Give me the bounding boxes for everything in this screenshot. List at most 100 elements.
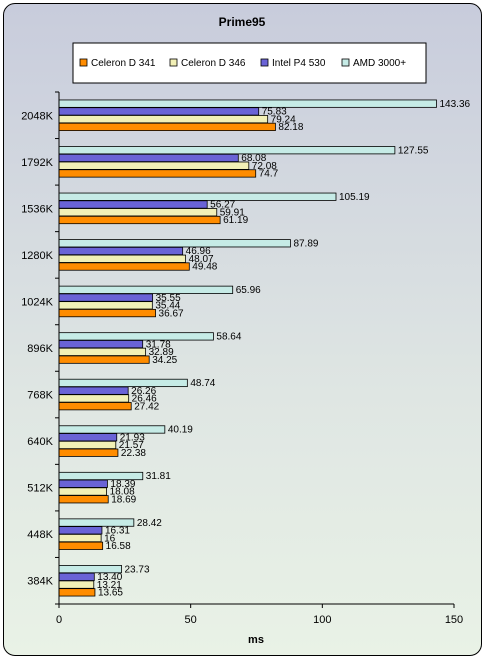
y-tick-label-1792K: 1792K xyxy=(21,157,53,169)
bar-448K-series-1 xyxy=(58,533,102,543)
bar-1280K-series-0 xyxy=(58,262,190,271)
bar-1024K-series-2 xyxy=(58,293,154,302)
bar-1280K-series-1 xyxy=(58,254,186,263)
bar-512K-series-0 xyxy=(58,495,109,504)
data-label-2048K-series-3: 143.36 xyxy=(440,99,471,110)
data-label-2048K-series-1: 79.24 xyxy=(271,114,296,125)
data-label-384K-series-2: 13.40 xyxy=(97,572,122,583)
data-label-512K-series-0: 18.69 xyxy=(111,494,136,505)
data-label-1792K-series-3: 127.55 xyxy=(398,145,429,156)
data-label-896K-series-1: 32.89 xyxy=(149,347,174,358)
x-tick-label-50: 50 xyxy=(185,614,197,626)
legend-label-1: Celeron D 346 xyxy=(181,58,246,69)
data-label-768K-series-2: 26.26 xyxy=(131,386,156,397)
data-label-1792K-series-2: 68.08 xyxy=(241,153,266,164)
bar-512K-series-2 xyxy=(58,479,108,488)
bar-640K-series-0 xyxy=(58,448,119,457)
y-tick-label-896K: 896K xyxy=(27,343,53,355)
data-label-448K-series-1: 16 xyxy=(104,533,116,544)
bar-1280K-series-2 xyxy=(58,246,184,256)
data-label-1536K-series-3: 105.19 xyxy=(339,192,370,203)
data-label-896K-series-3: 58.64 xyxy=(216,332,241,343)
data-label-896K-series-2: 31.78 xyxy=(146,339,171,350)
bar-768K-series-0 xyxy=(58,402,132,411)
bar-1792K-series-2 xyxy=(58,153,239,163)
data-label-384K-series-3: 23.73 xyxy=(124,564,149,575)
legend-swatch-0 xyxy=(79,58,88,67)
legend-label-0: Celeron D 341 xyxy=(91,58,156,69)
y-tick-label-1024K: 1024K xyxy=(21,296,53,308)
bar-1792K-series-3 xyxy=(58,146,396,155)
bar-1536K-series-0 xyxy=(58,215,221,225)
data-label-1024K-series-2: 35.55 xyxy=(156,293,181,304)
legend-swatch-1 xyxy=(169,58,178,67)
data-label-512K-series-2: 18.39 xyxy=(110,479,135,490)
data-label-1536K-series-2: 56.27 xyxy=(210,200,235,211)
y-tick-label-1280K: 1280K xyxy=(21,250,53,262)
bar-384K-series-0 xyxy=(58,588,96,597)
bar-2048K-series-1 xyxy=(58,115,269,124)
bar-896K-series-0 xyxy=(58,355,150,364)
bar-896K-series-3 xyxy=(58,332,214,341)
data-label-384K-series-0: 13.65 xyxy=(98,588,123,599)
x-tick-label-150: 150 xyxy=(445,614,463,626)
data-label-2048K-series-2: 75.83 xyxy=(262,107,287,118)
bar-2048K-series-0 xyxy=(58,122,276,131)
legend-swatch-2 xyxy=(260,58,269,67)
bar-768K-series-3 xyxy=(58,378,188,388)
bar-1792K-series-1 xyxy=(58,161,250,170)
data-label-512K-series-1: 18.08 xyxy=(110,487,135,498)
data-label-640K-series-2: 21.93 xyxy=(120,432,145,443)
data-label-1280K-series-3: 87.89 xyxy=(293,238,318,249)
legend-swatch-3 xyxy=(341,58,350,67)
y-tick-label-384K: 384K xyxy=(27,576,53,588)
bar-768K-series-1 xyxy=(58,394,130,403)
data-label-448K-series-2: 16.31 xyxy=(105,526,130,537)
x-tick-label-0: 0 xyxy=(56,614,62,626)
data-label-640K-series-1: 21.57 xyxy=(119,440,144,451)
data-label-1792K-series-0: 74.7 xyxy=(259,169,279,180)
bar-1280K-series-3 xyxy=(58,239,291,248)
chart-title: Prime95 xyxy=(219,15,266,29)
data-label-1024K-series-3: 65.96 xyxy=(236,285,261,296)
data-label-1024K-series-0: 36.67 xyxy=(159,308,184,319)
bar-448K-series-2 xyxy=(58,526,103,535)
bar-1536K-series-3 xyxy=(58,192,337,201)
y-tick-label-768K: 768K xyxy=(27,390,53,402)
legend-box xyxy=(72,42,427,84)
bar-2048K-series-3 xyxy=(58,99,437,108)
data-label-768K-series-0: 27.42 xyxy=(134,401,159,412)
bar-448K-series-0 xyxy=(58,541,104,550)
bar-1024K-series-1 xyxy=(58,301,153,310)
data-label-640K-series-3: 40.19 xyxy=(168,425,193,436)
data-label-384K-series-1: 13.21 xyxy=(97,580,122,591)
legend-label-2: Intel P4 530 xyxy=(272,58,326,69)
bar-640K-series-3 xyxy=(58,425,166,434)
bar-1024K-series-0 xyxy=(58,308,156,318)
bar-1536K-series-1 xyxy=(58,208,218,217)
data-label-768K-series-3: 48.74 xyxy=(190,378,215,389)
data-label-1280K-series-1: 48.07 xyxy=(189,254,214,265)
y-tick-label-2048K: 2048K xyxy=(21,110,53,122)
bar-512K-series-1 xyxy=(58,487,108,496)
y-tick-label-1536K: 1536K xyxy=(21,203,53,215)
bar-384K-series-1 xyxy=(58,580,95,589)
y-tick-label-512K: 512K xyxy=(27,483,53,495)
prime95-bar-chart: Prime95 Celeron D 341 Celeron D 346 Intel … xyxy=(21,15,471,646)
bar-768K-series-2 xyxy=(58,386,129,395)
data-label-1024K-series-1: 35.44 xyxy=(155,301,180,312)
x-tick-label-100: 100 xyxy=(313,614,331,626)
legend: Celeron D 341 Celeron D 346 Intel P4 530 AM… xyxy=(72,42,427,84)
data-label-1280K-series-2: 46.96 xyxy=(186,246,211,257)
bar-2048K-series-2 xyxy=(58,107,260,116)
data-label-1792K-series-1: 72.08 xyxy=(252,161,277,172)
y-tick-label-640K: 640K xyxy=(27,436,53,448)
bar-1792K-series-0 xyxy=(58,169,257,178)
bar-384K-series-2 xyxy=(58,572,95,581)
data-label-448K-series-3: 28.42 xyxy=(137,518,162,529)
data-label-2048K-series-0: 82.18 xyxy=(278,122,303,133)
bar-1536K-series-2 xyxy=(58,200,208,209)
legend-label-3: AMD 3000+ xyxy=(353,58,406,69)
bar-640K-series-2 xyxy=(58,433,118,442)
